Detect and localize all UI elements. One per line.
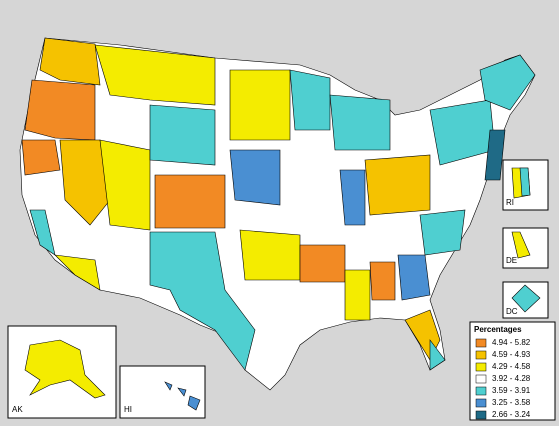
district-group [289,69,331,131]
district-group [429,339,446,371]
legend-label: 4.59 - 4.93 [492,350,531,359]
district-group [149,231,256,371]
district-group [419,209,466,256]
district-group [54,254,101,291]
district-group [24,79,96,141]
district-group [364,154,431,216]
legend-label: 3.25 - 3.58 [492,398,531,407]
district-group [397,254,431,301]
district-group [21,139,61,176]
legend-swatch [475,374,487,384]
district-group [39,37,101,86]
alaska-shape [24,339,106,399]
legend-swatch [475,386,487,396]
district-group [149,104,216,166]
legend-label: 4.29 - 4.58 [492,362,531,371]
rhode-island-shape [519,167,531,197]
district-group [239,229,301,281]
district-group [479,54,536,111]
district-group [339,169,366,226]
inset-box [502,281,549,319]
legend-swatch [475,338,487,348]
district-group [154,174,226,229]
district-group [229,69,291,141]
district-group [229,149,281,206]
inset-label: RI [506,198,514,207]
district-group [329,94,391,151]
legend-label: 3.59 - 3.91 [492,386,531,395]
legend-swatch [475,398,487,408]
legend-label: 4.94 - 5.82 [492,338,531,347]
district-group [369,261,396,301]
legend-label: 3.92 - 4.28 [492,374,531,383]
us-outline [19,37,536,391]
district-group [484,129,506,181]
inset-box [119,365,206,419]
district-group [99,139,151,231]
district-group [344,269,371,321]
legend-title: Percentages [474,325,522,334]
district-group [299,244,346,283]
delaware-shape [511,231,531,259]
inset-label: AK [12,405,23,414]
legend-swatch [475,350,487,360]
dc-shape [511,284,541,313]
hawaii-shape [164,381,201,411]
legend-label: 2.66 - 3.24 [492,410,531,419]
district-group [59,139,111,226]
inset-label: HI [124,405,132,414]
legend-swatch [475,362,487,372]
legend: Percentages 4.94 - 5.82 4.59 - 4.93 4.29 -… [469,321,556,421]
legend-swatch [475,410,487,420]
inset-label: DE [506,256,517,265]
inset-label: DC [506,307,518,316]
district-group [29,209,56,256]
district-group [94,44,216,106]
